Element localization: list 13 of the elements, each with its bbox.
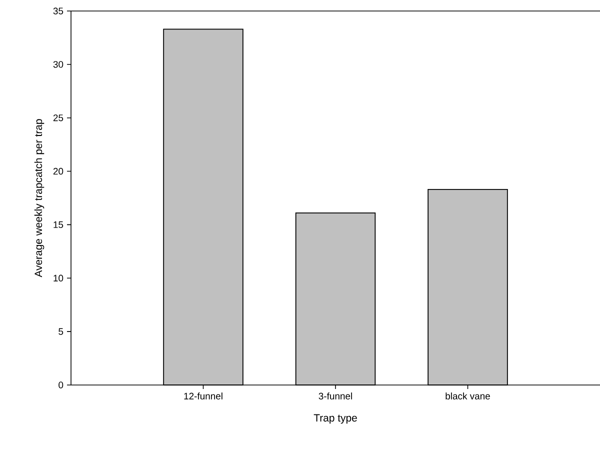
y-tick-label: 20 xyxy=(53,168,64,175)
x-tick-label: black vane xyxy=(446,392,490,400)
y-tick-label: 5 xyxy=(58,328,64,335)
y-tick-label: 0 xyxy=(58,382,64,388)
x-tick-label: 3-funnel xyxy=(318,392,352,400)
y-tick-label: 25 xyxy=(53,114,64,122)
x-tick-label: 12-funnel xyxy=(184,392,222,400)
y-tick-label: 15 xyxy=(54,221,64,228)
y-tick-label: 30 xyxy=(53,61,64,68)
y-tick-label: 35 xyxy=(53,8,64,14)
y-axis-title: Average weekly trapcatch per trap xyxy=(34,119,44,278)
y-tick-label: 10 xyxy=(54,274,64,282)
x-axis-title: Trap type xyxy=(314,414,357,424)
